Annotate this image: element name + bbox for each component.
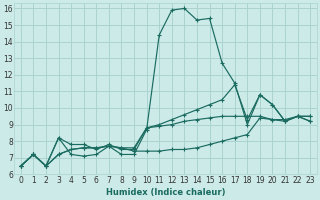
X-axis label: Humidex (Indice chaleur): Humidex (Indice chaleur) bbox=[106, 188, 225, 197]
